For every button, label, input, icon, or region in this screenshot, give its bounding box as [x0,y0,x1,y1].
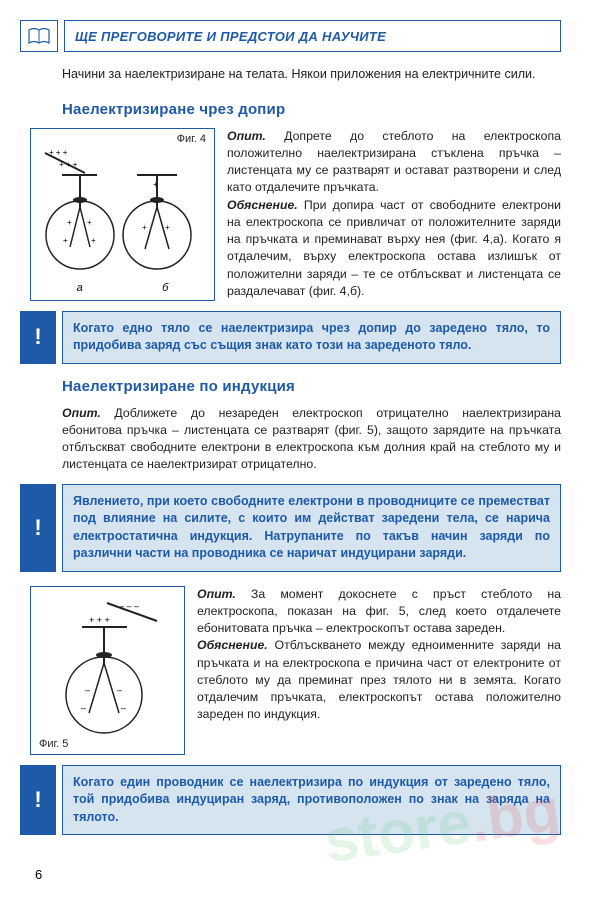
svg-text:–: – [121,703,126,713]
fig4-sub-b: б [162,282,168,294]
callout2-body: Явлението, при което свободните електрон… [62,484,561,572]
opit1-lead: Опит. [227,129,266,143]
obq3-lead: Обяснение. [197,638,268,652]
callout-1: ! Когато едно тяло се наелектризира чрез… [20,311,561,364]
book-icon [20,20,58,52]
figure-5: – – – + + + – – – – Фиг. 5 [30,586,185,755]
svg-text:+: + [165,223,170,232]
callout-3: ! Когато един проводник се наелектризира… [20,765,561,836]
opit2-text: Доближете до незареден електроскоп отриц… [62,406,561,472]
header-bar: ЩЕ ПРЕГОВОРИТЕ И ПРЕДСТОИ ДА НАУЧИТЕ [20,20,561,52]
section2-heading: Наелектризиране по индукция [62,378,561,395]
section3-body: Опит. За момент докоснете с пръст стебло… [197,586,561,755]
header-title: ЩЕ ПРЕГОВОРИТЕ И ПРЕДСТОИ ДА НАУЧИТЕ [64,20,561,52]
exclaim-icon: ! [20,484,56,572]
svg-text:–: – [117,685,122,695]
exclaim-icon: ! [20,311,56,364]
svg-text:+: + [87,218,92,227]
obq1-text: При допира част от свободните електрони … [227,198,561,298]
intro-text: Начини за наелектризиране на телата. Няк… [62,66,561,83]
section1-heading: Наелектризиране чрез допир [62,101,561,118]
fig5-label: Фиг. 5 [39,738,68,750]
opit3-lead: Опит. [197,587,236,601]
svg-text:–: – [85,685,90,695]
obq1-lead: Обяснение. [227,198,298,212]
svg-text:–: – [81,703,86,713]
callout3-body: Когато един проводник се наелектризира п… [62,765,561,836]
figure-4: Фиг. 4 + + + + + + + + + + [30,128,215,301]
svg-text:+ + +: + + + [49,148,68,157]
callout1-body: Когато едно тяло се наелектризира чрез д… [62,311,561,364]
fig4-sub-a: a [77,282,83,294]
svg-text:+: + [153,180,158,189]
section1-body: Опит. Допрете до стеблото на електроскоп… [227,128,561,301]
opit2-lead: Опит. [62,406,101,420]
opit3-text: За момент докоснете с пръст стеблото на … [197,587,561,635]
svg-text:+ + +: + + + [89,615,110,625]
callout-2: ! Явлението, при което свободните електр… [20,484,561,572]
page-number: 6 [35,867,42,882]
exclaim-icon: ! [20,765,56,836]
opit1-text: Допрете до стеблото на електроскопа поло… [227,129,561,195]
fig4-label: Фиг. 4 [177,133,206,145]
section2-body: Опит. Доближете до незареден електроскоп… [62,405,561,474]
svg-text:– – –: – – – [119,601,139,611]
svg-text:+ + +: + + + [59,160,78,169]
svg-text:+: + [63,236,68,245]
svg-text:+: + [91,236,96,245]
svg-text:+: + [142,223,147,232]
svg-text:+: + [67,218,72,227]
